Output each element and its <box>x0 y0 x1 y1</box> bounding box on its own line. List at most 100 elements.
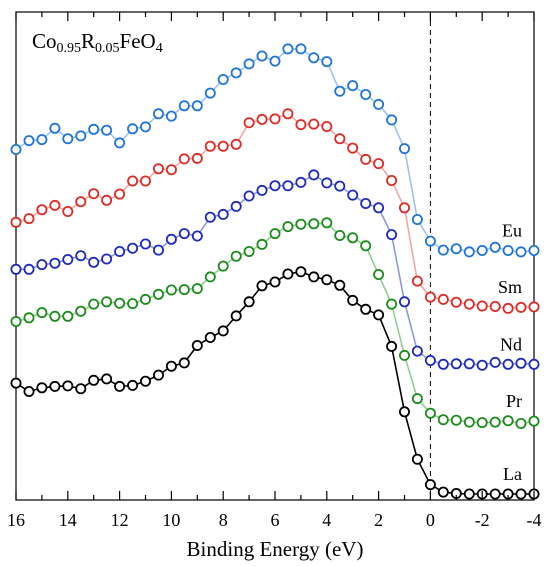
data-point-la <box>88 374 100 386</box>
data-point-la <box>36 382 48 394</box>
data-point-nd <box>230 200 242 212</box>
data-point-la <box>75 383 87 395</box>
x-tick-label-0: 0 <box>426 510 435 530</box>
data-point-la <box>295 266 307 278</box>
data-point-sm <box>178 153 190 165</box>
data-point-nd <box>476 359 488 371</box>
data-point-pr <box>321 217 333 229</box>
x-tick-label-4: 4 <box>322 510 331 530</box>
data-point-pr <box>308 218 320 230</box>
series-pr <box>10 217 540 429</box>
data-point-la <box>165 360 177 372</box>
data-point-pr <box>269 228 281 240</box>
data-point-sm <box>49 199 61 211</box>
data-point-pr <box>282 221 294 233</box>
data-point-nd <box>165 233 177 245</box>
data-point-pr <box>347 232 359 244</box>
x-tick-label-2: 2 <box>374 510 383 530</box>
data-point-pr <box>127 298 139 310</box>
title-part: Co <box>32 29 57 53</box>
data-point-la <box>243 296 255 308</box>
data-point-nd <box>321 177 333 189</box>
data-point-nd <box>334 180 346 192</box>
data-point-eu <box>334 85 346 97</box>
series-label-sm: Sm <box>498 277 522 297</box>
data-point-sm <box>463 298 475 310</box>
data-point-sm <box>204 140 216 152</box>
data-point-la <box>230 310 242 322</box>
data-point-eu <box>88 123 100 135</box>
series-line-eu <box>15 48 535 253</box>
data-point-eu <box>295 43 307 55</box>
data-point-sm <box>165 164 177 176</box>
plot-border <box>15 11 535 501</box>
data-point-eu <box>191 100 203 112</box>
data-point-nd <box>217 208 229 220</box>
data-point-sm <box>282 108 294 120</box>
data-point-eu <box>165 110 177 122</box>
data-point-sm <box>114 188 126 200</box>
data-point-pr <box>463 416 475 428</box>
data-point-la <box>386 340 398 352</box>
data-point-pr <box>450 414 462 426</box>
title-subscript: 0.95 <box>57 41 82 56</box>
data-point-pr <box>49 310 61 322</box>
data-point-pr <box>295 218 307 230</box>
data-point-eu <box>502 244 514 256</box>
series-label-la: La <box>503 464 522 484</box>
data-point-la <box>204 331 216 343</box>
data-point-sm <box>515 301 527 313</box>
data-point-sm <box>127 175 139 187</box>
x-tick-label-12: 12 <box>111 510 129 530</box>
data-point-pr <box>152 288 164 300</box>
title-subscript: 0.05 <box>95 41 120 56</box>
x-axis-ticks: 16 14 12 10 8 6 4 2 0 -2 -4 <box>7 12 542 530</box>
data-point-nd <box>347 189 359 201</box>
data-point-nd <box>437 358 449 370</box>
data-point-la <box>269 276 281 288</box>
data-point-nd <box>191 230 203 242</box>
data-point-pr <box>243 245 255 257</box>
data-point-eu <box>178 100 190 112</box>
data-point-pr <box>437 414 449 426</box>
x-axis-title: Binding Energy (eV) <box>187 537 364 561</box>
data-point-nd <box>139 238 151 250</box>
x-tick-label-16: 16 <box>7 510 25 530</box>
data-point-eu <box>139 121 151 133</box>
data-point-pr <box>489 416 501 428</box>
data-point-eu <box>243 58 255 70</box>
series-layer <box>10 43 540 500</box>
data-point-nd <box>49 257 61 269</box>
data-point-sm <box>139 175 151 187</box>
title-part: FeO <box>120 29 156 53</box>
data-point-sm <box>256 113 268 125</box>
data-point-la <box>256 280 268 292</box>
data-point-nd <box>360 197 372 209</box>
data-point-pr <box>256 238 268 250</box>
data-point-eu <box>101 124 113 136</box>
data-point-nd <box>282 180 294 192</box>
data-point-pr <box>217 260 229 272</box>
series-label-eu: Eu <box>502 221 522 241</box>
data-point-pr <box>88 298 100 310</box>
data-point-la <box>217 325 229 337</box>
data-point-sm <box>36 204 48 216</box>
data-point-eu <box>282 43 294 55</box>
data-point-sm <box>528 301 540 313</box>
data-point-nd <box>308 169 320 181</box>
data-point-pr <box>360 240 372 252</box>
data-point-sm <box>308 118 320 130</box>
data-point-la <box>114 380 126 392</box>
data-point-eu <box>386 114 398 126</box>
series-eu <box>10 43 540 258</box>
data-point-la <box>463 488 475 500</box>
data-point-eu <box>62 133 74 145</box>
data-point-la <box>23 385 35 397</box>
data-point-nd <box>398 296 410 308</box>
data-point-nd <box>114 245 126 257</box>
data-point-sm <box>424 291 436 303</box>
data-point-eu <box>75 130 87 142</box>
x-tick-label--4: -4 <box>527 510 542 530</box>
data-point-pr <box>165 284 177 296</box>
